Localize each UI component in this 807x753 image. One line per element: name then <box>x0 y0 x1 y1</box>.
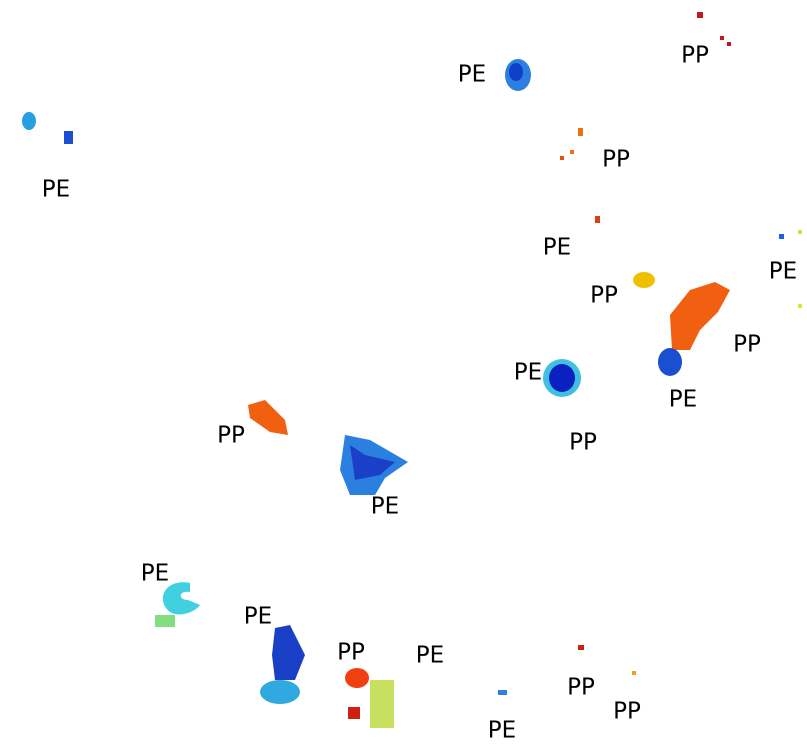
blob <box>578 645 584 650</box>
blob <box>570 150 574 154</box>
blob <box>578 128 583 136</box>
blob <box>779 234 784 239</box>
blob <box>248 400 288 435</box>
blob <box>720 36 724 40</box>
blob <box>509 63 523 81</box>
label: PP <box>590 283 618 309</box>
blob <box>798 304 802 308</box>
label: PP <box>217 423 245 449</box>
blob <box>260 680 300 704</box>
label: PE <box>371 494 399 520</box>
blob <box>658 348 682 376</box>
label: PP <box>733 332 761 358</box>
label: PP <box>602 147 630 173</box>
blob <box>697 12 703 18</box>
label: PP <box>567 675 595 701</box>
label: PE <box>543 235 571 261</box>
label: PP <box>613 699 641 725</box>
blob <box>560 156 564 160</box>
label: PE <box>244 604 272 630</box>
label: PP <box>337 640 365 666</box>
label: PE <box>458 62 486 88</box>
blob <box>272 625 305 680</box>
blob <box>370 680 394 728</box>
label: PE <box>42 177 70 203</box>
label: PE <box>488 718 516 744</box>
blob <box>345 668 369 688</box>
label: PE <box>141 561 169 587</box>
blob <box>670 282 730 350</box>
blob <box>633 272 655 288</box>
blob <box>350 445 395 480</box>
blob <box>727 42 731 46</box>
blob <box>498 690 507 695</box>
blob <box>155 615 175 627</box>
label: PE <box>769 259 797 285</box>
label: PE <box>416 643 444 669</box>
label: PE <box>514 360 542 386</box>
blob <box>632 671 636 675</box>
blob <box>595 216 600 223</box>
blob <box>549 364 575 392</box>
blob <box>64 131 73 144</box>
label: PP <box>569 430 597 456</box>
particle-blobs <box>22 12 802 728</box>
blob <box>348 707 360 719</box>
blob <box>162 582 200 615</box>
labels: PE PP PE PP PE PE PP PP PE PE PP PP PE P… <box>42 43 797 744</box>
label: PE <box>669 387 697 413</box>
blob <box>22 112 36 130</box>
label: PP <box>681 43 709 69</box>
blob <box>798 230 802 234</box>
